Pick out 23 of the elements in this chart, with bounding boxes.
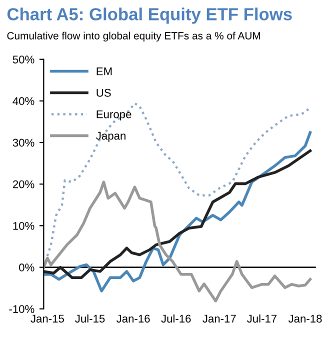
y-tick-label: 40%	[12, 97, 34, 106]
x-tick-label: Jan-17	[202, 314, 236, 323]
y-tick-label: 50%	[12, 56, 34, 64]
legend-label: Europe	[96, 110, 132, 120]
line-series	[44, 180, 312, 302]
x-tick-label: Jan-16	[116, 314, 150, 323]
line-series	[44, 131, 312, 292]
legend-label: Japan	[96, 132, 126, 142]
legend-label: EM	[96, 68, 112, 76]
chart-title: Chart A5: Global Equity ETF Flows	[7, 8, 292, 24]
chart-subtitle: Cumulative flow into global equity ETFs as a % of AUM	[7, 32, 260, 42]
x-tick-label: Jul-17	[247, 314, 277, 323]
line-series	[44, 149, 312, 280]
x-tick-label: Jul-16	[161, 314, 191, 323]
y-tick-label: 20%	[12, 180, 34, 188]
y-tick-label: 30%	[12, 138, 34, 147]
y-tick-label: 0%	[19, 264, 34, 272]
legend-label: US	[96, 88, 111, 97]
x-tick-label: Jul-15	[75, 314, 105, 323]
y-tick-label: -10%	[9, 305, 34, 313]
x-tick-label: Jan-15	[30, 314, 64, 323]
x-tick-label: Jan-18	[288, 314, 322, 323]
y-tick-label: 10%	[13, 222, 34, 230]
